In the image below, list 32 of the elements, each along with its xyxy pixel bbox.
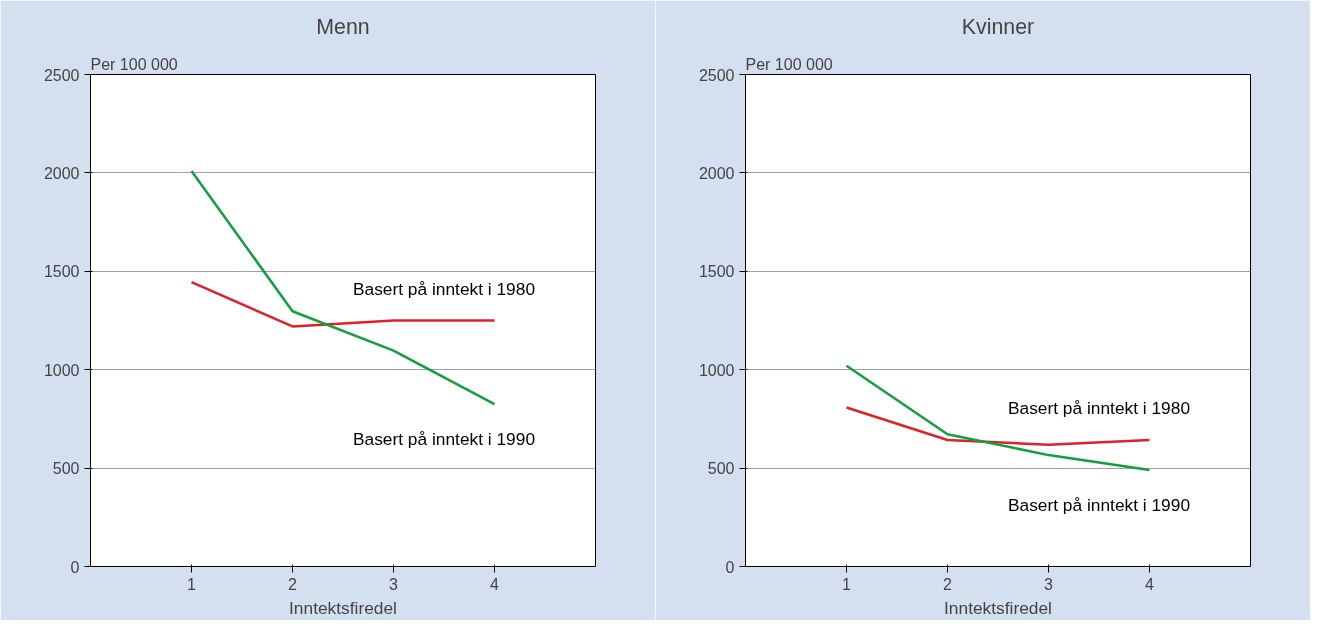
x-tick-label: 3 bbox=[389, 575, 399, 593]
line-series bbox=[845, 364, 1151, 472]
chart-title: Menn bbox=[316, 15, 370, 39]
x-tick-label: 1 bbox=[842, 575, 852, 593]
x-tick-label: 4 bbox=[490, 575, 500, 593]
y-tick-label: 2500 bbox=[43, 66, 80, 84]
x-tick-label: 4 bbox=[1145, 575, 1155, 593]
chart-title: Kvinner bbox=[961, 15, 1035, 39]
x-axis-title: Inntektsfiredel bbox=[289, 597, 397, 618]
y-axis-title: Per 100 000 bbox=[90, 55, 178, 73]
y-tick-label: 500 bbox=[707, 460, 735, 478]
series-label: Basert på inntekt i 1980 bbox=[352, 278, 536, 299]
text: Basert på inntekt i 1990 bbox=[1007, 495, 1191, 516]
x-tick-label: 1 bbox=[187, 575, 197, 593]
series-label: Basert på inntekt i 1980 bbox=[1007, 397, 1191, 418]
x-axis-title: Inntektsfiredel bbox=[944, 597, 1052, 618]
y-tick-label: 2500 bbox=[698, 66, 735, 84]
x-tick-label: 3 bbox=[1044, 575, 1054, 593]
x-tick-label: 2 bbox=[943, 575, 953, 593]
y-tick-label: 2000 bbox=[43, 164, 80, 182]
y-tick-label: 1000 bbox=[698, 361, 735, 379]
y-tick-label: 1500 bbox=[698, 263, 735, 281]
y-tick-label: 2000 bbox=[698, 164, 735, 182]
y-tick-label: 0 bbox=[70, 558, 80, 576]
y-tick-label: 1500 bbox=[43, 263, 80, 281]
y-tick-label: 1000 bbox=[43, 361, 80, 379]
y-axis-title: Per 100 000 bbox=[745, 55, 833, 73]
x-tick-label: 2 bbox=[288, 575, 298, 593]
text: Basert på inntekt i 1990 bbox=[352, 429, 536, 450]
y-tick-label: 500 bbox=[52, 460, 80, 478]
y-tick-label: 0 bbox=[725, 558, 735, 576]
line-series bbox=[190, 169, 496, 406]
